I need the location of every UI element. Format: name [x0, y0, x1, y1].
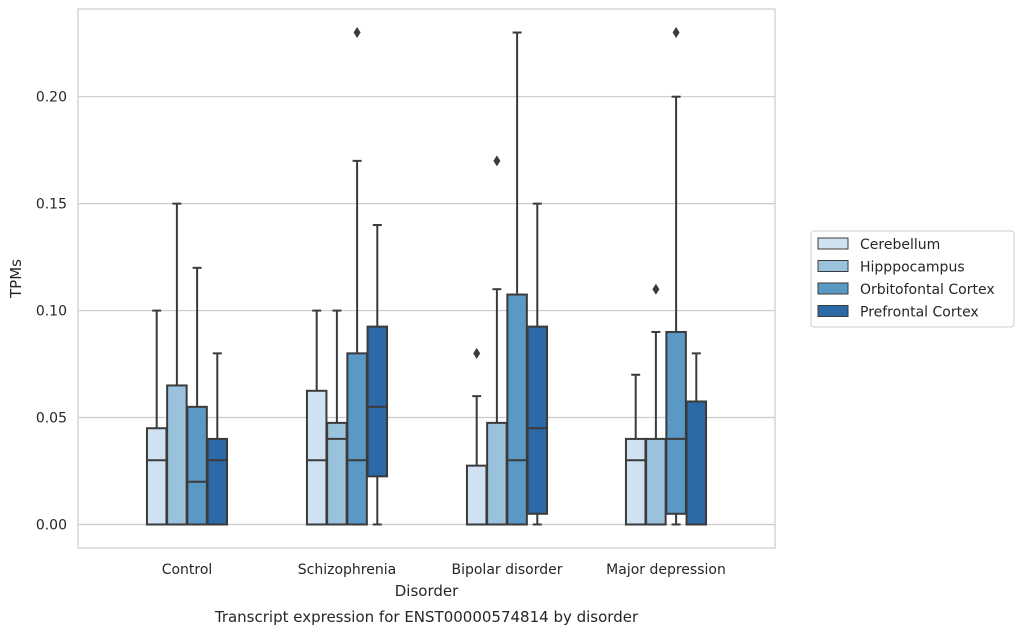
y-tick-label: 0.10	[36, 304, 67, 320]
flier-point	[353, 27, 361, 39]
legend-label: Hipppocampus	[860, 260, 965, 276]
x-axis-title: Disorder	[395, 582, 459, 600]
flier-point	[652, 283, 660, 295]
legend-label: Prefrontal Cortex	[860, 305, 979, 321]
x-tick-labels: Control Schizophrenia Bipolar disorder Majo…	[162, 562, 726, 578]
box-1-0	[166, 384, 188, 526]
box-0-0	[145, 427, 168, 526]
x-tick-label: Schizophrenia	[298, 562, 396, 578]
box-3-0	[206, 437, 229, 526]
legend-swatch	[817, 237, 849, 250]
legend-frame	[810, 230, 1015, 328]
y-tick-labels: 0.00 0.05 0.10 0.15 0.20	[36, 90, 67, 534]
box-3-2	[526, 325, 549, 515]
y-tick-label: 0.20	[36, 90, 67, 106]
legend-label: Orbitofontal Cortex	[860, 282, 995, 298]
box-1-2	[486, 421, 508, 526]
flier-point	[672, 27, 680, 39]
y-tick-label: 0.05	[36, 411, 67, 427]
box-0-2	[465, 464, 488, 526]
box-0-1	[305, 389, 328, 526]
legend: Cerebellum Hipppocampus Orbitofontal Corte…	[810, 230, 1015, 328]
flier-point	[473, 347, 481, 359]
box-2-1	[346, 352, 368, 526]
y-tick-label: 0.00	[36, 517, 67, 533]
legend-swatch	[817, 305, 849, 317]
x-tick-label: Major depression	[606, 562, 726, 578]
box-2-3	[665, 330, 687, 515]
flier-point	[493, 155, 501, 167]
box-2-0	[186, 405, 208, 526]
box-2-2	[506, 293, 528, 526]
box-0-3	[624, 437, 647, 526]
legend-label: Cerebellum	[860, 237, 940, 253]
x-tick-label: Control	[162, 562, 213, 578]
legend-swatch	[817, 260, 849, 272]
box-3-1	[366, 325, 389, 478]
chart-title: Transcript expression for ENST0000057481…	[214, 608, 639, 626]
box-group	[145, 27, 708, 526]
x-tick-label: Bipolar disorder	[451, 562, 562, 578]
box-3-3	[685, 400, 708, 526]
y-axis-title: TPMs	[7, 259, 25, 299]
box-1-3	[645, 437, 667, 526]
legend-swatch	[817, 282, 849, 295]
y-tick-label: 0.15	[36, 197, 67, 213]
